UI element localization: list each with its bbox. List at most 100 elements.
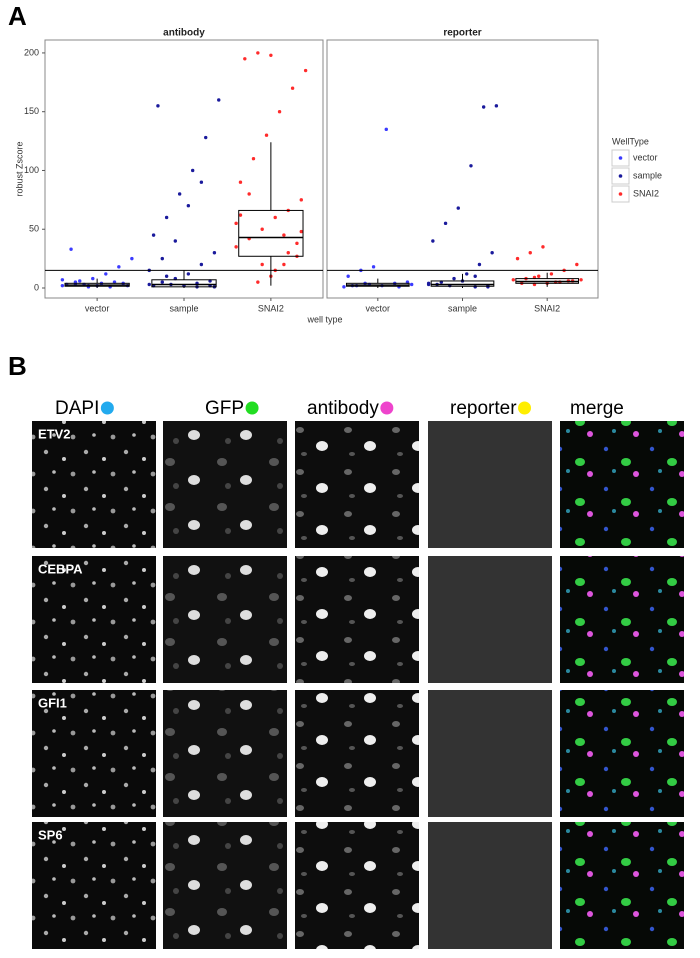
point [186, 272, 191, 276]
box [430, 280, 495, 287]
micrograph [163, 822, 287, 949]
point [147, 282, 151, 287]
point [346, 274, 350, 278]
point [69, 247, 73, 251]
point [60, 278, 65, 282]
micrograph [163, 690, 287, 817]
channel-header: GFP [205, 398, 244, 419]
micrograph [560, 421, 684, 548]
point [452, 276, 456, 281]
channel-dot [380, 401, 394, 415]
point [269, 53, 273, 57]
micrograph [560, 556, 684, 683]
point [295, 241, 299, 246]
micrograph [560, 822, 684, 949]
y-tick-label: 0 [34, 282, 39, 292]
point [286, 251, 290, 255]
point [490, 251, 494, 255]
panel-letter: B [8, 351, 27, 381]
micrograph [428, 822, 552, 949]
point [238, 180, 243, 184]
micrograph [32, 690, 156, 817]
micrograph [295, 822, 419, 949]
point [541, 245, 545, 249]
point [164, 274, 169, 278]
point [234, 221, 238, 226]
point [204, 135, 208, 140]
point [199, 180, 204, 184]
facet-title: reporter [443, 28, 481, 39]
x-tick-label: vector [85, 303, 110, 313]
x-axis-label: well type [306, 314, 342, 324]
point [481, 105, 486, 109]
box [151, 279, 217, 288]
point [60, 283, 65, 288]
point [549, 272, 554, 276]
point [456, 206, 460, 210]
point [160, 256, 164, 261]
y-tick-label: 50 [29, 224, 39, 234]
x-tick-label: vector [366, 303, 391, 313]
panel-letter: A [8, 1, 27, 31]
legend-title: WellType [612, 136, 649, 146]
y-tick-label: 200 [24, 47, 39, 57]
point [277, 109, 282, 114]
point [117, 265, 121, 269]
point [78, 279, 82, 283]
point [384, 127, 388, 132]
legend-label: vector [633, 152, 658, 162]
point [469, 164, 473, 168]
channel-header: antibody [307, 398, 379, 419]
channel-header: merge [570, 398, 624, 419]
micrograph [32, 421, 156, 548]
x-tick-label: sample [169, 303, 198, 313]
point [282, 262, 286, 267]
legend-label: sample [633, 170, 662, 180]
point [515, 256, 520, 261]
point [177, 192, 182, 196]
point [130, 256, 134, 261]
point [91, 276, 95, 281]
point [426, 281, 431, 286]
micrograph [163, 421, 287, 548]
micrograph [560, 690, 684, 817]
point [579, 278, 583, 282]
point [212, 251, 217, 255]
point [160, 280, 164, 284]
point [511, 278, 516, 282]
channel-dot [245, 401, 259, 415]
point [260, 262, 264, 267]
point [264, 133, 269, 137]
y-tick-label: 100 [24, 165, 39, 175]
point [371, 265, 376, 269]
facet-panel [44, 39, 324, 299]
row-label: GFI1 [38, 695, 67, 710]
legend-label: SNAI2 [633, 188, 659, 198]
channel-header: reporter [450, 398, 517, 419]
point [256, 51, 260, 55]
point [199, 262, 204, 267]
micrograph [295, 421, 419, 548]
point [528, 251, 532, 255]
legend-marker [618, 156, 623, 160]
row-label: CEBPA [38, 561, 83, 576]
point [443, 221, 448, 226]
point [190, 168, 195, 173]
point [273, 215, 277, 220]
box [238, 209, 304, 257]
y-axis-label: robust Zscore [14, 141, 24, 196]
point [217, 98, 221, 102]
point [303, 68, 308, 73]
point [256, 280, 260, 284]
point [251, 157, 256, 161]
point [260, 227, 264, 231]
point [473, 285, 477, 289]
micrograph [428, 556, 552, 683]
point [164, 215, 169, 220]
point [238, 213, 243, 217]
micrograph [32, 556, 156, 683]
y-tick-label: 150 [24, 106, 39, 116]
row-label: ETV2 [38, 426, 71, 441]
point [234, 245, 238, 249]
micrograph [32, 822, 156, 949]
